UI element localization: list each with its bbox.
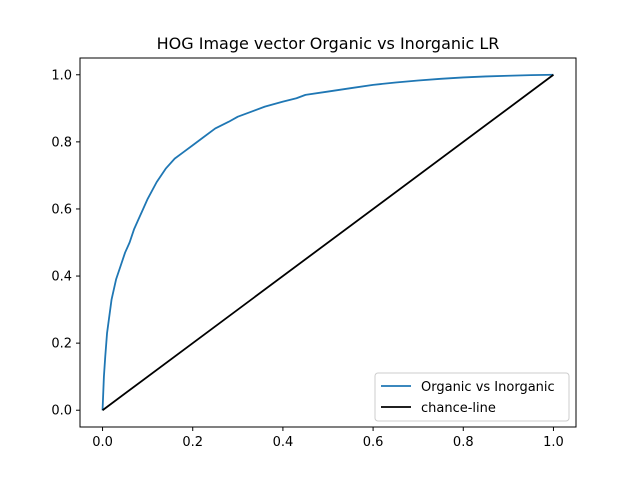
x-tick-label: 0.8 (453, 435, 474, 450)
y-tick-label: 0.6 (51, 202, 72, 217)
x-tick-label: 0.0 (92, 435, 113, 450)
legend-label-1: chance-line (421, 401, 496, 416)
legend-label-0: Organic vs Inorganic (421, 380, 555, 395)
series-line-1 (102, 74, 554, 411)
plot-area (101, 73, 554, 411)
chart-title: HOG Image vector Organic vs Inorganic LR (157, 34, 500, 53)
y-tick-label: 0.0 (51, 404, 72, 419)
y-tick-label: 1.0 (51, 68, 72, 83)
axes: 0.0 0.2 0.4 0.6 0.8 1.0 0.0 0.2 0.4 0.6 0.8 1.0 (51, 57, 577, 450)
x-tick-label: 0.4 (273, 435, 294, 450)
x-tick-label: 0.6 (363, 435, 384, 450)
series-line-0 (101, 73, 554, 411)
legend-box (374, 372, 570, 422)
x-tick-label: 0.2 (182, 435, 203, 450)
axes-frame (79, 57, 577, 428)
y-tick-label: 0.2 (51, 337, 72, 352)
y-tick-label: 0.8 (51, 135, 72, 150)
legend: Organic vs Inorganic chance-line (374, 372, 570, 422)
y-tick-label: 0.4 (51, 270, 72, 285)
x-tick-label: 1.0 (543, 435, 564, 450)
